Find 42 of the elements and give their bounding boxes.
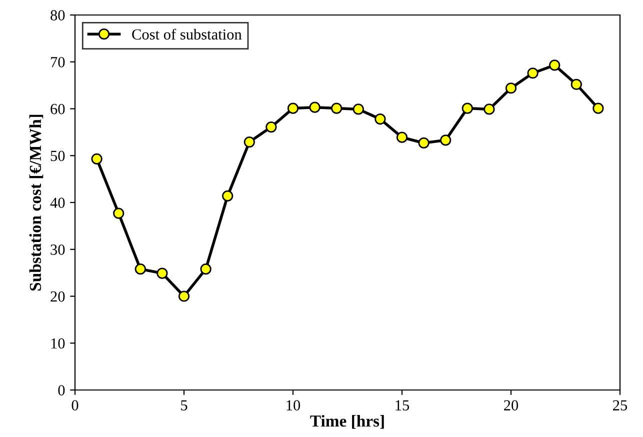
- point: [374, 114, 386, 125]
- point: [178, 290, 190, 302]
- y-tick-label: 20: [50, 291, 65, 302]
- point: [222, 190, 234, 202]
- point: [549, 60, 560, 71]
- y-tick-label: 70: [51, 57, 65, 68]
- y-tick-label: 30: [50, 244, 65, 255]
- point: [113, 208, 124, 219]
- y-axis-title: Substation cost [€/MWh]: [29, 114, 44, 291]
- point: [462, 102, 473, 114]
- point: [200, 264, 212, 275]
- legend-label: Cost of substation: [132, 28, 242, 40]
- x-tick-label: 5: [181, 400, 188, 410]
- point: [91, 153, 102, 164]
- x-tick-label: 20: [504, 400, 518, 410]
- y-tick-label: 80: [50, 10, 65, 20]
- y-tick-label: 40: [50, 198, 65, 208]
- point: [570, 78, 582, 90]
- y-tick-label: 50: [50, 150, 65, 162]
- x-tick-label: 25: [613, 400, 628, 410]
- point: [592, 102, 604, 114]
- point: [331, 102, 342, 114]
- point: [352, 104, 364, 115]
- point: [287, 102, 299, 114]
- point: [266, 121, 277, 133]
- point: [309, 102, 320, 113]
- point: [505, 82, 517, 94]
- point: [156, 268, 168, 279]
- y-tick-label: 10: [51, 338, 65, 349]
- point: [396, 132, 408, 143]
- point: [484, 104, 495, 115]
- x-tick-label: 10: [286, 400, 300, 410]
- point: [527, 68, 538, 79]
- x-tick-label: 0: [72, 400, 78, 410]
- point: [134, 264, 146, 275]
- y-tick-label: 0: [58, 385, 65, 396]
- y-tick-label: 60: [50, 104, 65, 114]
- x-tick-label: 15: [396, 400, 410, 410]
- point: [418, 137, 430, 149]
- x-axis-title: Time [hrs]: [310, 414, 384, 429]
- point: [440, 134, 452, 146]
- point: [244, 136, 255, 148]
